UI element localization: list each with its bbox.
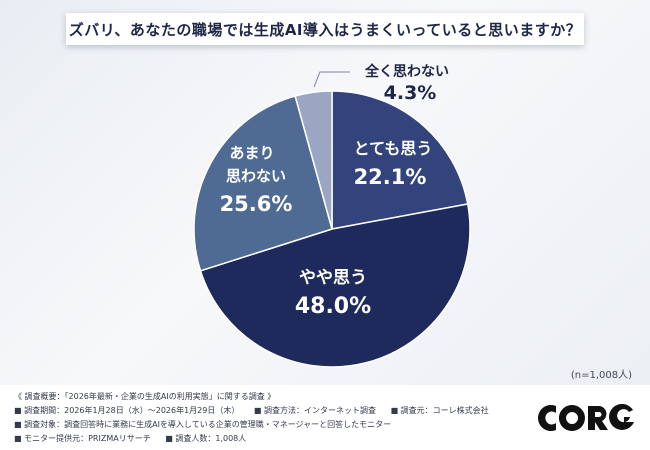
slice-amari	[193, 95, 333, 272]
title-bar: ズバリ、あなたの職場では生成AI導入はうまくいっていると思いますか？	[66, 13, 584, 45]
chart-title: ズバリ、あなたの職場では生成AI導入はうまくいっていると思いますか？	[68, 20, 582, 39]
slice-label-amari-line2: 思わない	[226, 167, 286, 185]
slice-totemo	[331, 90, 469, 230]
footer-target: ■ 調査対象：調査回答時に業務に生成AIを導入している企業の管理職・マネージャー…	[14, 420, 392, 429]
slice-label-amari-line1: あまり	[229, 144, 274, 162]
sample-size-note: (n=1,008人)	[570, 370, 632, 381]
slice-value-mattaku: 4.3%	[384, 82, 437, 104]
slice-label-yaya: やや思う	[299, 268, 367, 288]
slice-label-totemo: とても思う	[354, 139, 433, 158]
footer-overview: 《 調査概要：「2026年最新・企業の生成AIの利用実態」に関する調査 》	[14, 392, 276, 401]
leader-line	[313, 71, 350, 88]
slice-mattaku	[294, 90, 333, 230]
footer-source: ■ 調査元：コーレ株式会社	[390, 406, 489, 415]
slice-yaya	[199, 203, 471, 368]
footer-period: ■ 調査期間：2026年1月28日（水）～2026年1月29日（木）	[14, 406, 240, 415]
core-logo	[538, 403, 634, 431]
slice-value-totemo: 22.1%	[354, 165, 427, 189]
slice-label-mattaku: 全く思わない	[364, 63, 449, 80]
slice-value-yaya: 48.0%	[295, 294, 371, 319]
slice-value-amari: 25.6%	[220, 192, 293, 216]
footer-monitor: ■ モニター提供元：PRIZMAリサーチ	[14, 434, 151, 443]
survey-footer: 《 調査概要：「2026年最新・企業の生成AIの利用実態」に関する調査 》 ■ …	[14, 390, 514, 446]
footer-count: ■ 調査人数：1,008人	[165, 434, 247, 443]
footer-method: ■ 調査方法：インターネット調査	[253, 406, 377, 415]
